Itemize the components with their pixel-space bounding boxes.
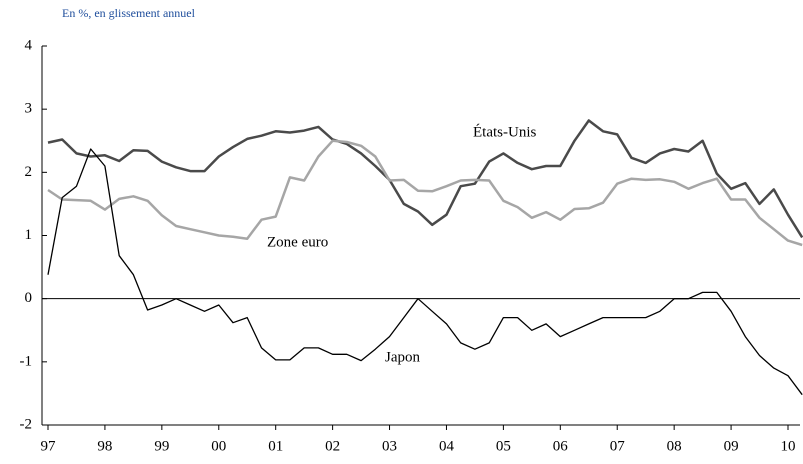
x-tick-label: 01 — [268, 438, 283, 454]
series-line — [47, 119, 803, 239]
x-tick-label: 08 — [667, 438, 682, 454]
x-tick-label: 03 — [382, 438, 397, 454]
x-tick-label: 10 — [781, 438, 796, 454]
y-tick-label: -2 — [20, 416, 33, 432]
y-tick-label: 0 — [25, 290, 33, 306]
x-tick-label: 04 — [439, 438, 455, 454]
x-tick-label: 98 — [97, 438, 112, 454]
series-label: Zone euro — [267, 234, 328, 250]
y-tick-label: 3 — [25, 101, 33, 117]
x-tick-label: 06 — [553, 438, 569, 454]
x-tick-label: 07 — [610, 438, 626, 454]
x-tick-label: 05 — [496, 438, 511, 454]
y-tick-label: 4 — [25, 37, 33, 53]
x-tick-label: 00 — [211, 438, 226, 454]
x-tick-label: 97 — [41, 438, 57, 454]
y-tick-label: 2 — [25, 164, 33, 180]
x-tick-label: 02 — [325, 438, 340, 454]
series-label: Japon — [385, 349, 420, 365]
x-tick-label: 99 — [154, 438, 169, 454]
series-label: États-Unis — [473, 123, 536, 140]
y-tick-label: -1 — [20, 353, 33, 369]
series-line — [47, 139, 803, 247]
y-tick-label: 1 — [25, 227, 33, 243]
x-tick-label: 09 — [724, 438, 739, 454]
series-line — [47, 148, 803, 396]
chart-subtitle: En %, en glissement annuel — [62, 6, 196, 20]
